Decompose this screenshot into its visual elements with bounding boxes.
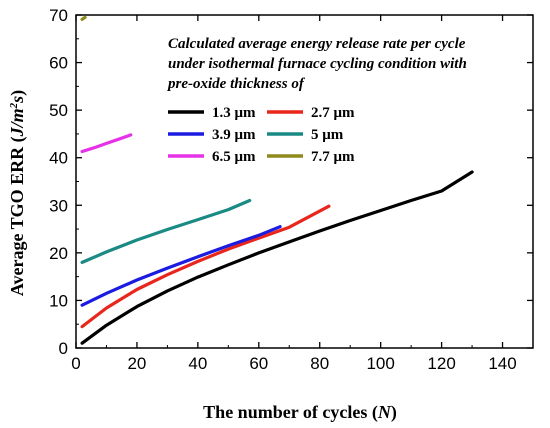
x-axis-title: The number of cycles (N)	[203, 402, 397, 423]
x-tick-label: 100	[366, 354, 394, 373]
series-line-4	[80, 198, 252, 264]
x-tick-label: 120	[427, 354, 455, 373]
x-tick-label: 80	[310, 354, 329, 373]
legend-label: 2.7 μm	[311, 105, 355, 121]
y-tick-label: 50	[49, 101, 68, 120]
y-tick-label: 40	[49, 149, 68, 168]
legend-title-line: under isothermal furnace cycling conditi…	[168, 56, 467, 72]
series-line-1	[80, 170, 474, 345]
legend-label: 3.9 μm	[212, 127, 256, 143]
legend-title-line: pre-oxide thickness of	[166, 76, 306, 92]
x-tick-label: 20	[127, 354, 146, 373]
series-line-2	[80, 204, 331, 329]
series-line-6	[80, 15, 87, 21]
y-tick-label: 60	[49, 54, 68, 73]
x-tick-label: 60	[249, 354, 268, 373]
y-tick-label: 30	[49, 196, 68, 215]
legend-label: 1.3 μm	[212, 105, 256, 121]
legend-label: 7.7 μm	[311, 149, 355, 165]
series-line-3	[80, 225, 282, 307]
y-tick-label: 10	[49, 291, 68, 310]
legend-label: 5 μm	[311, 127, 344, 143]
y-tick-label: 0	[59, 339, 68, 358]
y-tick-label: 20	[49, 244, 68, 263]
x-tick-label: 140	[488, 354, 516, 373]
y-axis-title: Average TGO ERR (J/m2s)	[7, 90, 28, 296]
legend-label: 6.5 μm	[212, 149, 256, 165]
series-line-5	[80, 133, 133, 154]
y-tick-label: 70	[49, 6, 68, 25]
x-tick-label: 40	[188, 354, 207, 373]
legend-title-line: Calculated average energy release rate p…	[168, 36, 466, 52]
x-tick-label: 0	[71, 354, 80, 373]
